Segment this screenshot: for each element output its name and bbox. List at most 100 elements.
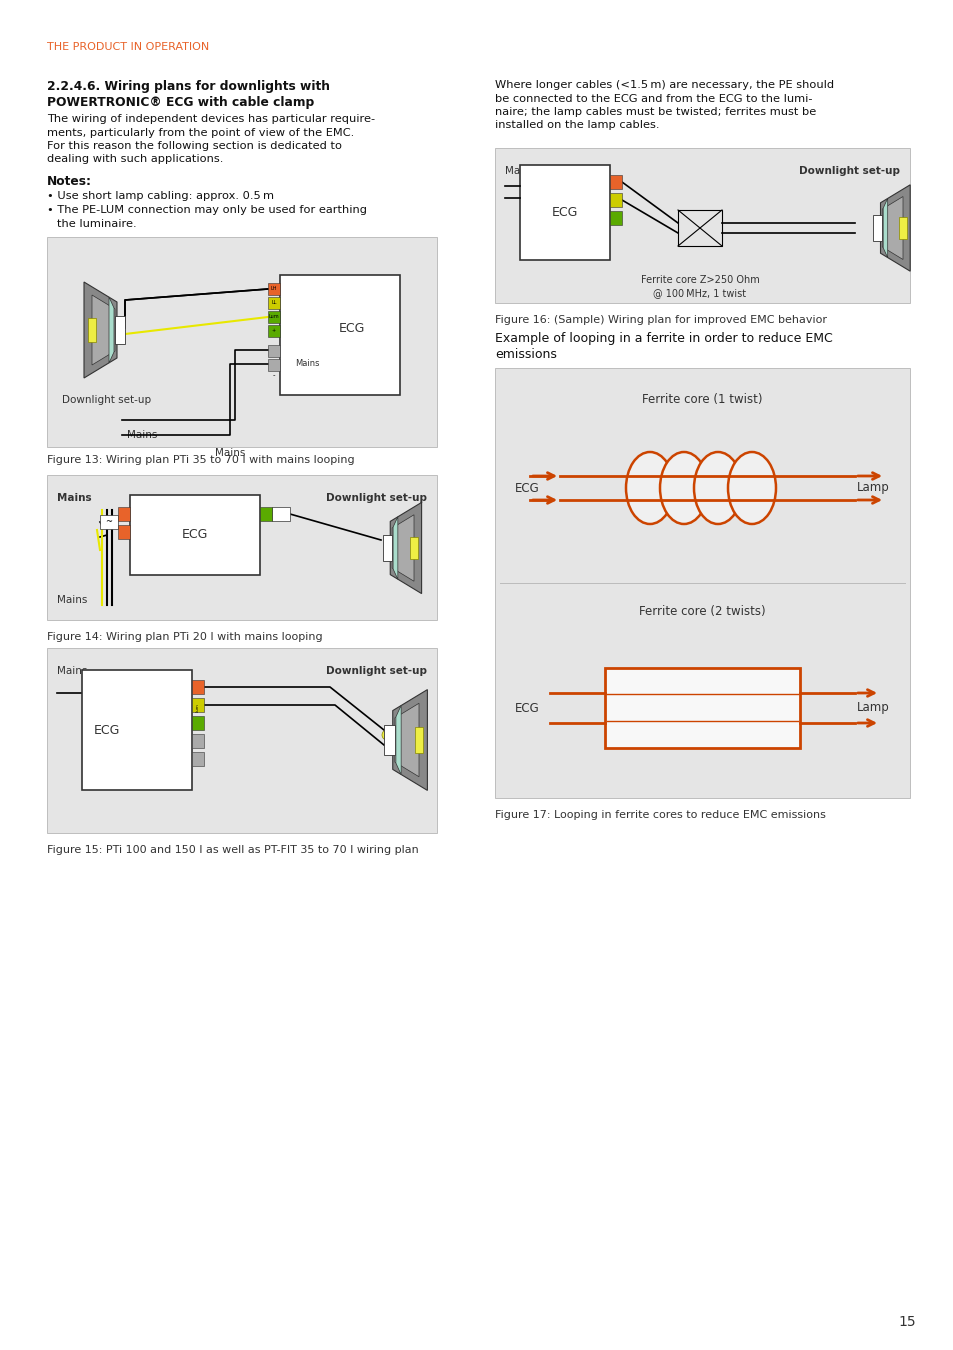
Bar bbox=[280, 275, 399, 396]
Bar bbox=[192, 716, 204, 730]
Bar bbox=[272, 508, 290, 521]
Bar bbox=[609, 176, 621, 189]
Text: -: - bbox=[273, 373, 275, 378]
Text: Figure 13: Wiring plan PTi 35 to 70 I with mains looping: Figure 13: Wiring plan PTi 35 to 70 I wi… bbox=[47, 455, 355, 464]
Text: @ 100 MHz, 1 twist: @ 100 MHz, 1 twist bbox=[653, 288, 746, 298]
Bar bbox=[268, 325, 280, 338]
Bar bbox=[47, 475, 436, 620]
Bar bbox=[410, 536, 417, 559]
Text: +: + bbox=[272, 328, 275, 333]
Bar bbox=[609, 211, 621, 225]
Text: Mains: Mains bbox=[504, 166, 535, 176]
Text: ECG: ECG bbox=[515, 702, 539, 714]
Bar bbox=[415, 728, 423, 752]
Text: ments, particularly from the point of view of the EMC.: ments, particularly from the point of vi… bbox=[47, 127, 354, 138]
Polygon shape bbox=[109, 297, 113, 363]
Text: emissions: emissions bbox=[495, 348, 557, 360]
Bar bbox=[382, 535, 392, 562]
Bar bbox=[268, 310, 280, 323]
Text: ECG: ECG bbox=[551, 205, 578, 219]
Bar bbox=[118, 508, 130, 521]
Text: Ferrite core (2 twists): Ferrite core (2 twists) bbox=[638, 605, 764, 618]
Polygon shape bbox=[882, 197, 902, 259]
Text: Figure 16: (Sample) Wiring plan for improved EMC behavior: Figure 16: (Sample) Wiring plan for impr… bbox=[495, 315, 826, 325]
Bar bbox=[192, 698, 204, 711]
Bar bbox=[495, 369, 909, 798]
Text: Mains: Mains bbox=[214, 448, 245, 458]
Bar bbox=[118, 525, 130, 539]
Bar bbox=[47, 648, 436, 833]
Bar bbox=[384, 725, 395, 755]
Polygon shape bbox=[395, 705, 400, 775]
Text: Figure 14: Wiring plan PTi 20 I with mains looping: Figure 14: Wiring plan PTi 20 I with mai… bbox=[47, 632, 322, 643]
Text: be connected to the ECG and from the ECG to the lumi-: be connected to the ECG and from the ECG… bbox=[495, 93, 812, 104]
Text: Lum: Lum bbox=[195, 703, 200, 713]
Bar bbox=[268, 297, 280, 309]
Polygon shape bbox=[390, 502, 421, 594]
Polygon shape bbox=[395, 703, 418, 776]
Bar bbox=[268, 284, 280, 296]
Text: installed on the lamp cables.: installed on the lamp cables. bbox=[495, 120, 659, 131]
Bar bbox=[100, 514, 118, 529]
Text: ECG: ECG bbox=[515, 482, 539, 494]
Bar bbox=[260, 508, 272, 521]
Bar bbox=[47, 238, 436, 447]
Bar bbox=[872, 216, 882, 240]
Bar bbox=[268, 359, 280, 371]
Text: For this reason the following section is dedicated to: For this reason the following section is… bbox=[47, 140, 341, 151]
Text: Lum: Lum bbox=[269, 315, 279, 320]
Bar bbox=[192, 752, 204, 765]
Text: Mains: Mains bbox=[127, 431, 157, 440]
Text: Mains: Mains bbox=[294, 359, 319, 367]
Text: naire; the lamp cables must be twisted; ferrites must be: naire; the lamp cables must be twisted; … bbox=[495, 107, 816, 117]
Text: Mains: Mains bbox=[57, 595, 88, 605]
Text: Figure 15: PTi 100 and 150 I as well as PT-FIT 35 to 70 I wiring plan: Figure 15: PTi 100 and 150 I as well as … bbox=[47, 845, 418, 855]
Bar bbox=[192, 734, 204, 748]
Bar bbox=[115, 316, 125, 344]
Polygon shape bbox=[392, 514, 414, 582]
Text: Where longer cables (<1.5 m) are necessary, the PE should: Where longer cables (<1.5 m) are necessa… bbox=[495, 80, 833, 90]
Bar bbox=[609, 193, 621, 207]
Text: THE PRODUCT IN OPERATION: THE PRODUCT IN OPERATION bbox=[47, 42, 209, 53]
Ellipse shape bbox=[693, 452, 741, 524]
Text: LH: LH bbox=[271, 286, 277, 292]
Text: ECG: ECG bbox=[338, 323, 365, 336]
Polygon shape bbox=[882, 198, 887, 258]
Text: dealing with such applications.: dealing with such applications. bbox=[47, 154, 223, 165]
Polygon shape bbox=[84, 282, 117, 378]
Bar bbox=[495, 148, 909, 302]
Bar bbox=[268, 346, 280, 356]
Text: Downlight set-up: Downlight set-up bbox=[62, 396, 151, 405]
Text: Downlight set-up: Downlight set-up bbox=[799, 166, 899, 176]
Bar bbox=[899, 217, 905, 239]
Text: • The PE-LUM connection may only be used for earthing: • The PE-LUM connection may only be used… bbox=[47, 205, 367, 215]
Text: ECG: ECG bbox=[182, 528, 208, 541]
Text: Notes:: Notes: bbox=[47, 176, 91, 188]
Text: Downlight set-up: Downlight set-up bbox=[326, 666, 427, 676]
Polygon shape bbox=[91, 296, 115, 364]
Bar bbox=[604, 668, 800, 748]
Polygon shape bbox=[880, 185, 909, 271]
Text: Lamp: Lamp bbox=[857, 702, 889, 714]
Text: Lamp: Lamp bbox=[857, 482, 889, 494]
Text: POWERTRONIC® ECG with cable clamp: POWERTRONIC® ECG with cable clamp bbox=[47, 96, 314, 109]
Bar bbox=[88, 319, 96, 342]
Polygon shape bbox=[393, 517, 397, 579]
Ellipse shape bbox=[659, 452, 707, 524]
Text: Ferrite core Z>250 Ohm: Ferrite core Z>250 Ohm bbox=[640, 275, 759, 285]
Bar bbox=[192, 680, 204, 694]
Text: Mains: Mains bbox=[57, 493, 91, 504]
Text: Mains: Mains bbox=[57, 666, 88, 676]
Text: Ferrite core (1 twist): Ferrite core (1 twist) bbox=[641, 393, 761, 406]
Text: the luminaire.: the luminaire. bbox=[57, 219, 136, 230]
Text: Example of looping in a ferrite in order to reduce EMC: Example of looping in a ferrite in order… bbox=[495, 332, 832, 346]
Ellipse shape bbox=[727, 452, 775, 524]
Text: LL: LL bbox=[271, 301, 276, 305]
Polygon shape bbox=[393, 690, 427, 790]
Ellipse shape bbox=[625, 452, 673, 524]
Bar bbox=[82, 670, 192, 790]
Text: ECG: ECG bbox=[93, 724, 120, 737]
Text: ~: ~ bbox=[106, 517, 112, 526]
Text: • Use short lamp cabling: approx. 0.5 m: • Use short lamp cabling: approx. 0.5 m bbox=[47, 190, 274, 201]
Text: Figure 17: Looping in ferrite cores to reduce EMC emissions: Figure 17: Looping in ferrite cores to r… bbox=[495, 810, 825, 819]
